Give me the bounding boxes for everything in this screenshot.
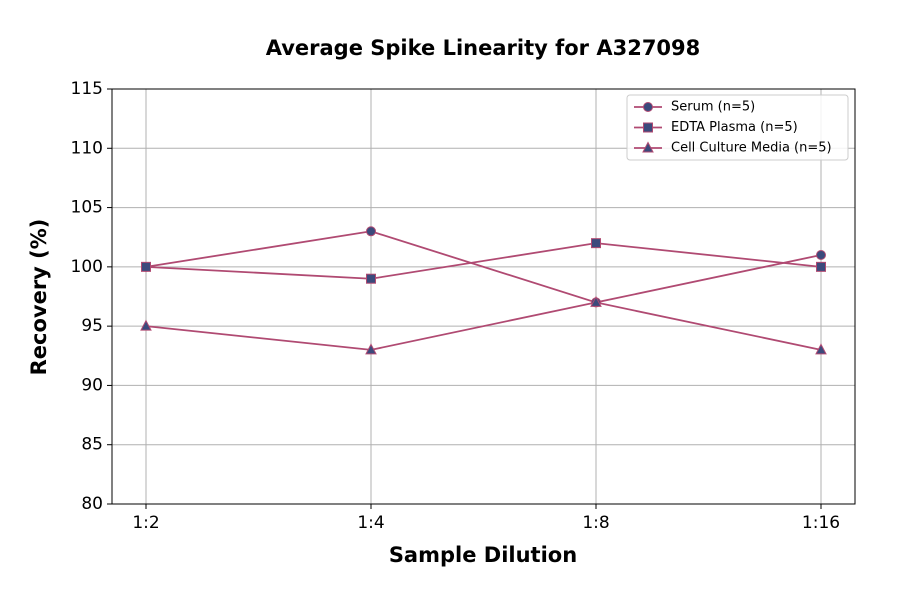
legend-box [626, 94, 849, 161]
y-tick-label: 90 [81, 375, 103, 395]
marker [366, 226, 376, 237]
legend-label: Cell Culture Media (n=5) [671, 141, 832, 156]
marker [643, 102, 653, 112]
marker [141, 261, 151, 272]
marker [591, 238, 601, 249]
x-tick-label: 1:2 [132, 513, 159, 533]
x-tick-label: 1:4 [357, 513, 384, 533]
x-tick-label: 1:16 [802, 513, 840, 533]
marker [642, 141, 654, 153]
x-tick-label: 1:8 [582, 513, 609, 533]
y-tick-label: 115 [71, 79, 103, 99]
y-axis-label: Recovery (%) [27, 219, 51, 376]
marker [366, 273, 376, 284]
y-tick-label: 110 [71, 138, 103, 158]
marker [140, 319, 152, 331]
marker [815, 343, 827, 355]
marker [365, 343, 377, 355]
y-tick-label: 95 [81, 316, 103, 336]
y-tick-label: 85 [81, 435, 103, 455]
x-axis-label: Sample Dilution [389, 543, 577, 567]
series-line [145, 301, 822, 351]
marker [590, 295, 602, 307]
plot-frame [111, 88, 856, 505]
marker [816, 250, 826, 260]
marker [816, 261, 826, 272]
y-tick-label: 105 [71, 198, 103, 218]
marker [643, 122, 653, 133]
y-tick-label: 80 [81, 494, 103, 514]
series-line [145, 242, 822, 280]
legend-label: EDTA Plasma (n=5) [671, 120, 798, 135]
series-line [145, 230, 822, 304]
y-tick-label: 100 [71, 257, 103, 277]
legend-label: Serum (n=5) [671, 100, 755, 115]
chart-title: Average Spike Linearity for A327098 [266, 36, 701, 60]
